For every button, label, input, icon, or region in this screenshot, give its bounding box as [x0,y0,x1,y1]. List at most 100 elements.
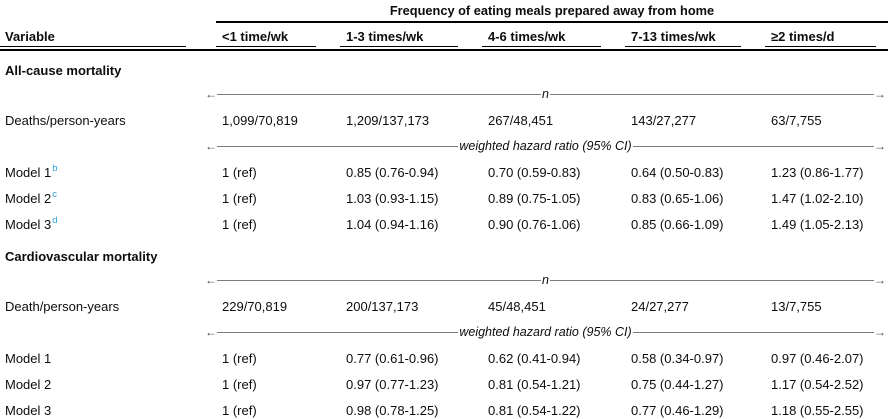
table-cell: 0.77 (0.61-0.96) [346,350,439,366]
left-arrowhead-icon: ← [205,325,217,339]
arrow-line [217,279,542,281]
row-label: Model 1b [0,164,216,180]
table-row: Model 3d 1 (ref) 1.04 (0.94-1.16) 0.90 (0.7… [0,211,888,237]
table-cell: 0.97 (0.46-2.07) [771,350,864,366]
left-arrowhead-icon: ← [205,139,217,153]
row-label-text: Model 3 [5,402,52,418]
table-cell: 0.83 (0.65-1.06) [631,190,724,206]
table-cell: 1.03 (0.93-1.15) [346,190,439,206]
span-arrow: ← weighted hazard ratio (95% CI) → [205,325,886,339]
row-label: Deaths/person-years [0,113,216,128]
spanner-row: Frequency of eating meals prepared away … [0,0,888,23]
table-row: Model 1 1 (ref) 0.77 (0.61-0.96) 0.62 (0.41… [0,345,888,371]
column-header: 1-3 times/wk [340,29,458,47]
table-cell: 200/137,173 [346,298,419,314]
right-arrowhead-icon: → [874,139,886,153]
left-arrowhead-icon: ← [205,273,217,287]
table-cell: 1 (ref) [222,164,257,180]
arrow-line [632,331,874,333]
column-header: 4-6 times/wk [482,29,601,47]
table-cell: 1 (ref) [222,402,257,418]
table-cell: 1.49 (1.05-2.13) [771,216,864,232]
footnote-superscript: d [52,215,58,227]
column-header: ≥2 times/d [765,29,876,47]
table-cell: 229/70,819 [222,298,288,314]
row-label-text: Model 1 [5,164,52,180]
table-header-row: Variable <1 time/wk 1-3 times/wk 4-6 times/… [0,23,888,51]
row-label: Model 1 [0,351,216,366]
table-cell: 0.70 (0.59-0.83) [488,164,581,180]
arrow-line [549,279,875,281]
row-label: Death/person-years [0,299,216,314]
column-header: <1 time/wk [216,29,316,47]
table-row: Model 1b 1 (ref) 0.85 (0.76-0.94) 0.70 (0.5… [0,159,888,185]
table-cell: 0.90 (0.76-1.06) [488,216,581,232]
table-cell: 1 (ref) [222,376,257,392]
arrow-line [217,145,459,147]
table-body: All-cause mortality ← n → Deaths/person-year… [0,51,888,419]
table-cell: 24/27,277 [631,298,689,314]
table-row: Model 2c 1 (ref) 1.03 (0.93-1.15) 0.89 (0.7… [0,185,888,211]
section-title: All-cause mortality [5,63,122,78]
arrow-line [632,145,874,147]
table-cell: 1.17 (0.54-2.52) [771,376,864,392]
row-label-text: Model 3 [5,216,52,232]
row-label-text: Model 1 [5,350,52,366]
span-arrow: ← weighted hazard ratio (95% CI) → [205,139,886,153]
span-arrow-label: n [542,87,549,101]
section-title: Cardiovascular mortality [5,249,158,264]
row-label: Model 3d [0,215,216,232]
table-row: Deaths/person-years 1,099/70,819 1,209/137… [0,107,888,133]
spanner-spacer [0,3,216,23]
table-cell: 45/48,451 [488,298,546,314]
table-cell: 1 (ref) [222,190,257,206]
row-label-text: Death/person-years [5,298,120,314]
right-arrowhead-icon: → [874,325,886,339]
left-arrowhead-icon: ← [205,87,217,101]
span-annotation-row: ← n → [0,81,888,107]
table-cell: 0.97 (0.77-1.23) [346,376,439,392]
span-arrow: ← n → [205,87,886,101]
table-cell: 0.85 (0.66-1.09) [631,216,724,232]
arrow-line [549,93,875,95]
span-annotation-row: ← n → [0,267,888,293]
row-label: Model 2c [0,189,216,206]
table-cell: 267/48,451 [488,112,554,128]
table-cell: 1.04 (0.94-1.16) [346,216,439,232]
footnote-superscript: c [52,189,57,201]
right-arrowhead-icon: → [874,87,887,101]
table-cell: 1,099/70,819 [222,112,298,128]
span-arrow-label: weighted hazard ratio (95% CI) [459,325,632,339]
table-cell: 0.89 (0.75-1.05) [488,190,581,206]
table-cell: 1.18 (0.55-2.55) [771,402,864,418]
table-cell: 143/27,277 [631,112,697,128]
span-annotation-row: ← weighted hazard ratio (95% CI) → [0,133,888,159]
table-cell: 13/7,755 [771,298,822,314]
table-cell: 0.81 (0.54-1.21) [488,376,581,392]
right-arrowhead-icon: → [874,273,887,287]
row-label: Model 2 [0,377,216,392]
span-arrow-label: n [542,273,549,287]
row-label-text: Deaths/person-years [5,112,126,128]
table-cell: 1.47 (1.02-2.10) [771,190,864,206]
table-cell: 1 (ref) [222,350,257,366]
table-cell: 63/7,755 [771,112,822,128]
row-label-text: Model 2 [5,376,52,392]
span-arrow: ← n → [205,273,886,287]
table-cell: 0.85 (0.76-0.94) [346,164,439,180]
table-cell: 1.23 (0.86-1.77) [771,164,864,180]
table-cell: 0.75 (0.44-1.27) [631,376,724,392]
row-label: Model 3 [0,403,216,418]
column-group-header: Frequency of eating meals prepared away … [216,3,888,23]
row-label-text: Model 2 [5,190,52,206]
table-cell: 0.62 (0.41-0.94) [488,350,581,366]
table-cell: 1 (ref) [222,216,257,232]
table-cell: 0.64 (0.50-0.83) [631,164,724,180]
table-cell: 0.81 (0.54-1.22) [488,402,581,418]
table-cell: 0.77 (0.46-1.29) [631,402,724,418]
table-row: Model 3 1 (ref) 0.98 (0.78-1.25) 0.81 (0.54… [0,397,888,419]
arrow-line [217,331,459,333]
arrow-line [217,93,542,95]
column-header-variable: Variable [0,29,186,47]
table-cell: 0.58 (0.34-0.97) [631,350,724,366]
